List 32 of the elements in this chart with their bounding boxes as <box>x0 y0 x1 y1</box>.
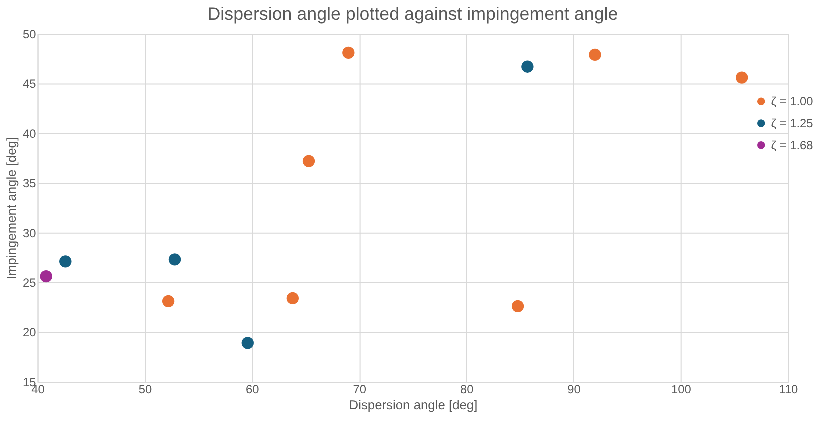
point <box>512 300 524 312</box>
point <box>589 48 602 62</box>
x-tick-label: 100 <box>672 382 692 396</box>
y-tick-label: 25 <box>23 276 37 290</box>
x-axis-title: Dispersion angle [deg] <box>349 397 478 412</box>
x-tick-label: 60 <box>246 382 260 396</box>
x-tick-label: 70 <box>353 382 367 396</box>
y-tick-label: 35 <box>23 176 37 191</box>
y-tick-label: 40 <box>23 126 37 141</box>
point <box>168 254 182 266</box>
point <box>60 256 72 268</box>
x-tick-label: 90 <box>568 382 582 396</box>
legend-label: ζ = 1.25 <box>771 116 814 130</box>
point <box>286 292 299 305</box>
y-axis-title: Impingement angle [deg] <box>4 137 20 280</box>
point <box>40 270 52 283</box>
y-tick-label: 20 <box>23 326 37 340</box>
point <box>342 46 355 60</box>
legend-label: ζ = 1.68 <box>771 138 814 152</box>
point <box>242 337 254 350</box>
point <box>736 72 748 84</box>
y-tick-label: 50 <box>23 28 37 42</box>
x-tick-label: 110 <box>779 382 799 396</box>
x-tick-label: 80 <box>460 382 474 396</box>
point <box>522 60 534 73</box>
point <box>162 295 175 308</box>
y-tick-label: 45 <box>23 77 37 92</box>
x-tick-label: 50 <box>138 382 152 396</box>
legend-label: ζ = 1.00 <box>771 94 814 109</box>
point <box>302 155 316 168</box>
y-tick-label: 30 <box>23 226 37 240</box>
chart-title: Dispersion angle plotted against impingement angle <box>208 4 618 24</box>
